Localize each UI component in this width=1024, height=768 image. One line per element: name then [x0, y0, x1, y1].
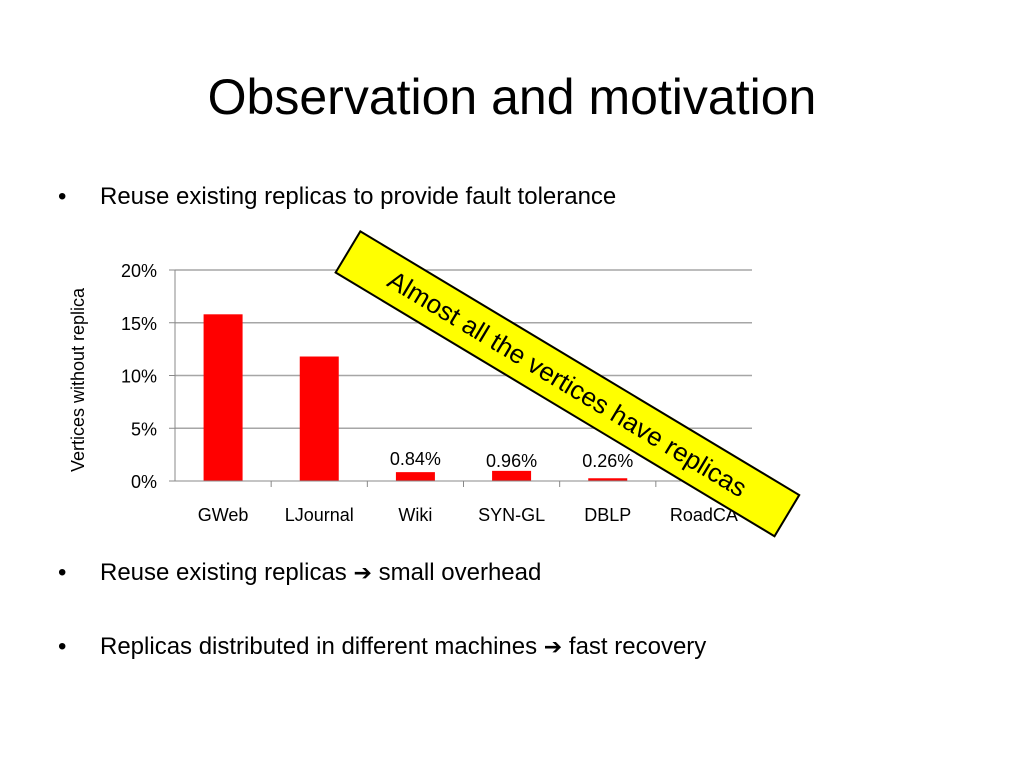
x-tick-label: RoadCA	[670, 505, 738, 525]
bullet-dot: •	[58, 183, 67, 210]
y-tick-label: 0%	[131, 472, 157, 492]
data-label: 0.84%	[390, 449, 441, 469]
y-tick-label: 20%	[121, 261, 157, 281]
y-axis-title: Vertices without replica	[68, 287, 88, 472]
bullet-small-overhead: • Reuse existing replicas ➔ small overhea…	[58, 558, 541, 588]
data-label: 0.26%	[582, 451, 633, 471]
x-tick-label: DBLP	[584, 505, 631, 525]
arrow-icon: ➔	[353, 560, 372, 585]
x-tick-label: LJournal	[285, 505, 354, 525]
bar-gweb	[203, 314, 243, 481]
slide-title: Observation and motivation	[207, 69, 817, 125]
x-tick-label: GWeb	[198, 505, 249, 525]
bullet-text-after: fast recovery	[568, 633, 707, 660]
x-tick-label: SYN-GL	[478, 505, 545, 525]
bullet-text-after: small overhead	[378, 559, 542, 586]
bullet-text-before: Replicas distributed in different machin…	[100, 633, 538, 660]
bullet-text-before: Reuse existing replicas	[100, 559, 347, 586]
y-tick-label: 15%	[121, 314, 157, 334]
bullet-dot: •	[58, 559, 67, 586]
bar-syn-gl	[492, 470, 532, 481]
chart-bars	[203, 314, 724, 481]
x-tick-label: Wiki	[398, 505, 432, 525]
bar-dblp	[588, 478, 628, 481]
bullet-dot: •	[58, 633, 67, 660]
data-label: 0.96%	[486, 451, 537, 471]
bar-ljournal	[299, 356, 339, 481]
bullet-fast-recovery: • Replicas distributed in different machi…	[58, 632, 706, 662]
y-tick-label: 10%	[121, 367, 157, 387]
chart-labels: 0% 5% 10% 15% 20% GWeb LJournal Wiki 0.84% SYN-GL…	[68, 261, 738, 525]
bullet-fault-tolerance: • Reuse existing replicas to provide faul…	[58, 182, 616, 212]
bullet-text: Reuse existing replicas to provide fault…	[100, 183, 617, 210]
y-tick-label: 5%	[131, 419, 157, 439]
bar-wiki	[395, 472, 435, 481]
arrow-icon: ➔	[543, 634, 563, 659]
